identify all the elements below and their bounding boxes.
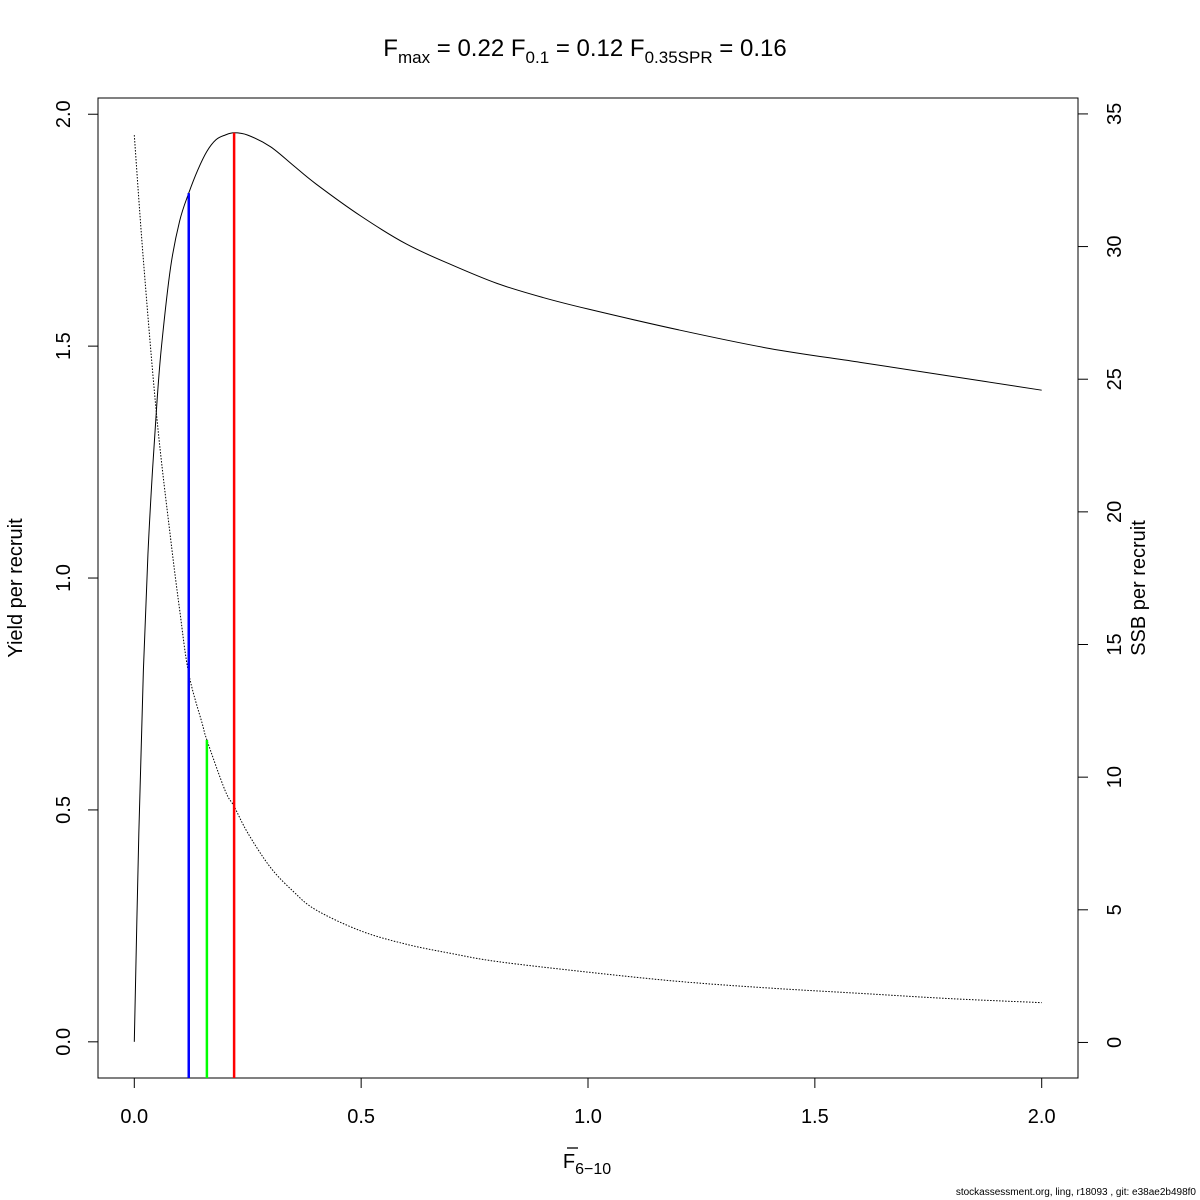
y-left-tick-label: 0.0 (53, 1028, 75, 1056)
y-right-axis-title: SSB per recruit (1128, 520, 1150, 656)
x-axis-title: F6−10 (563, 1151, 611, 1178)
x-tick-label: 0.0 (120, 1106, 148, 1128)
y-left-tick-label: 0.5 (53, 796, 75, 824)
y-left-axis: 0.0 0.5 1.0 1.5 2.0 (53, 100, 99, 1056)
y-right-tick-label: 0 (1104, 1037, 1126, 1048)
x-axis-title-symbol: F (563, 1151, 575, 1173)
y-right-tick-label: 35 (1104, 103, 1126, 125)
y-right-tick-label: 5 (1104, 904, 1126, 915)
reference-lines (187, 132, 236, 1078)
x-tick-label: 2.0 (1028, 1106, 1056, 1128)
title-fspr-subscript: 0.35SPR (645, 48, 713, 67)
ssb-per-recruit-line (133, 135, 1042, 1004)
y-left-tick-label: 1.0 (53, 564, 75, 592)
plot-frame (97, 97, 1079, 1079)
footer-credit: stockassessment.org, ling, r18093 , git:… (955, 1187, 1196, 1198)
y-right-tick-label: 30 (1104, 235, 1126, 257)
y-left-tick-label: 2.0 (53, 100, 75, 128)
x-axis-title-subscript: 6−10 (575, 1161, 611, 1178)
x-tick-label: 0.5 (347, 1106, 375, 1128)
title-fmax-subscript: max (398, 48, 431, 67)
title-f01-subscript: 0.1 (526, 48, 550, 67)
y-right-axis: 0 5 10 15 20 25 30 35 (1077, 103, 1126, 1048)
title-fmax-symbol: F (383, 35, 398, 62)
y-left-tick-label: 1.5 (53, 332, 75, 360)
title-f01-value: 0.12 (577, 35, 624, 62)
x-axis: 0.0 0.5 1.0 1.5 2.0 (120, 1077, 1056, 1128)
yield-per-recruit-line (133, 132, 1042, 1042)
y-left-axis-title: Yield per recruit (5, 518, 27, 658)
chart-title: Fmax = 0.22 F0.1 = 0.12 F0.35SPR = 0.16 (383, 35, 786, 67)
y-right-tick-label: 10 (1104, 766, 1126, 788)
title-fspr-symbol: F (630, 35, 645, 62)
x-tick-label: 1.0 (574, 1106, 602, 1128)
title-f01-symbol: F (511, 35, 526, 62)
title-fspr-value: 0.16 (740, 35, 787, 62)
x-tick-label: 1.5 (801, 1106, 829, 1128)
y-right-tick-label: 15 (1104, 633, 1126, 655)
title-fmax-value: 0.22 (457, 35, 504, 62)
y-right-tick-label: 20 (1104, 501, 1126, 523)
series-layer (133, 132, 1042, 1042)
y-right-tick-label: 25 (1104, 368, 1126, 390)
